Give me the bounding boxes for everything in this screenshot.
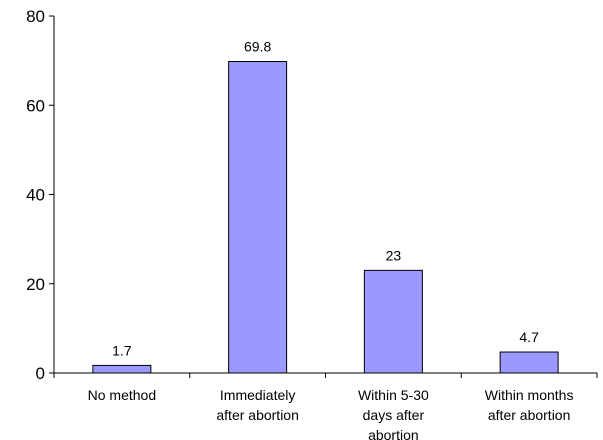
y-tick-label: 80 — [26, 7, 45, 26]
chart-axes: 0 20 40 60 80 — [26, 7, 598, 383]
bar — [499, 351, 559, 374]
bar — [363, 269, 423, 374]
y-tick-label: 0 — [36, 364, 45, 383]
data-label: 69.8 — [244, 39, 271, 55]
category-label: after abortion — [216, 407, 299, 423]
y-tick-label: 20 — [26, 275, 45, 294]
data-label: 4.7 — [519, 329, 539, 345]
category-label: Within months — [485, 387, 574, 403]
bar — [92, 364, 152, 374]
category-label: days after — [363, 407, 425, 423]
category-label: abortion — [368, 427, 419, 440]
chart-labels: 1.7 No method 69.8 Immediately after abortio… — [88, 39, 574, 440]
chart-bars — [92, 61, 559, 374]
data-label: 23 — [386, 247, 402, 263]
y-tick-label: 60 — [26, 96, 45, 115]
y-tick-label: 40 — [26, 186, 45, 205]
category-label: Within 5-30 — [358, 387, 429, 403]
category-label: No method — [88, 387, 156, 403]
bar — [228, 61, 288, 374]
data-label: 1.7 — [112, 342, 132, 358]
category-label: Immediately — [220, 387, 295, 403]
category-label: after abortion — [488, 407, 571, 423]
